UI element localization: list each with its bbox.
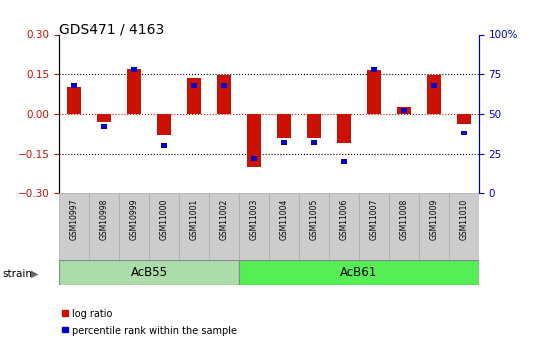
Bar xyxy=(277,114,291,138)
Bar xyxy=(239,193,269,260)
Bar xyxy=(251,156,257,160)
Bar xyxy=(312,140,317,145)
Text: GSM10998: GSM10998 xyxy=(100,199,109,240)
Text: GSM11004: GSM11004 xyxy=(279,199,288,240)
Bar xyxy=(217,76,231,114)
Bar xyxy=(367,70,381,114)
Bar xyxy=(131,67,137,72)
Bar xyxy=(401,108,407,113)
Bar xyxy=(329,193,359,260)
Bar xyxy=(419,193,449,260)
Text: GSM10997: GSM10997 xyxy=(69,199,79,240)
Text: GSM11000: GSM11000 xyxy=(160,199,168,240)
Bar xyxy=(449,193,479,260)
Text: strain: strain xyxy=(3,269,33,278)
Bar xyxy=(221,83,226,88)
Bar xyxy=(59,193,89,260)
Bar xyxy=(72,83,77,88)
Bar xyxy=(128,69,141,114)
Bar xyxy=(247,114,261,167)
Text: GSM11006: GSM11006 xyxy=(339,199,349,240)
Text: GSM11002: GSM11002 xyxy=(220,199,229,240)
Bar xyxy=(359,193,389,260)
Bar xyxy=(119,193,149,260)
Text: GSM11010: GSM11010 xyxy=(459,199,469,240)
Bar xyxy=(269,193,299,260)
Bar xyxy=(59,260,239,285)
Text: GSM11007: GSM11007 xyxy=(370,199,378,240)
Bar xyxy=(179,193,209,260)
Text: GSM11005: GSM11005 xyxy=(309,199,318,240)
Bar xyxy=(192,83,197,88)
Bar xyxy=(239,260,479,285)
Bar xyxy=(299,193,329,260)
Text: GSM11001: GSM11001 xyxy=(189,199,199,240)
Bar xyxy=(461,131,466,135)
Bar xyxy=(457,114,471,125)
Bar xyxy=(341,159,346,164)
Bar xyxy=(431,83,436,88)
Bar xyxy=(337,114,351,143)
Text: percentile rank within the sample: percentile rank within the sample xyxy=(72,326,237,336)
Text: GSM10999: GSM10999 xyxy=(130,199,139,240)
Bar xyxy=(97,114,111,122)
Bar xyxy=(67,87,81,114)
Bar xyxy=(397,107,410,114)
Text: ▶: ▶ xyxy=(31,269,39,278)
Bar xyxy=(389,193,419,260)
Text: GDS471 / 4163: GDS471 / 4163 xyxy=(59,22,165,37)
Text: GSM11003: GSM11003 xyxy=(250,199,259,240)
Bar xyxy=(307,114,321,138)
Bar xyxy=(187,78,201,114)
Bar xyxy=(102,124,107,129)
Bar xyxy=(427,76,441,114)
Text: GSM11008: GSM11008 xyxy=(399,199,408,240)
Text: GSM11009: GSM11009 xyxy=(429,199,438,240)
Bar xyxy=(209,193,239,260)
Bar xyxy=(161,143,167,148)
Bar xyxy=(89,193,119,260)
Text: AcB61: AcB61 xyxy=(341,266,378,279)
Text: AcB55: AcB55 xyxy=(131,266,168,279)
Bar xyxy=(371,67,377,72)
Bar xyxy=(157,114,171,135)
Bar xyxy=(149,193,179,260)
Bar xyxy=(281,140,287,145)
Text: log ratio: log ratio xyxy=(72,309,112,319)
